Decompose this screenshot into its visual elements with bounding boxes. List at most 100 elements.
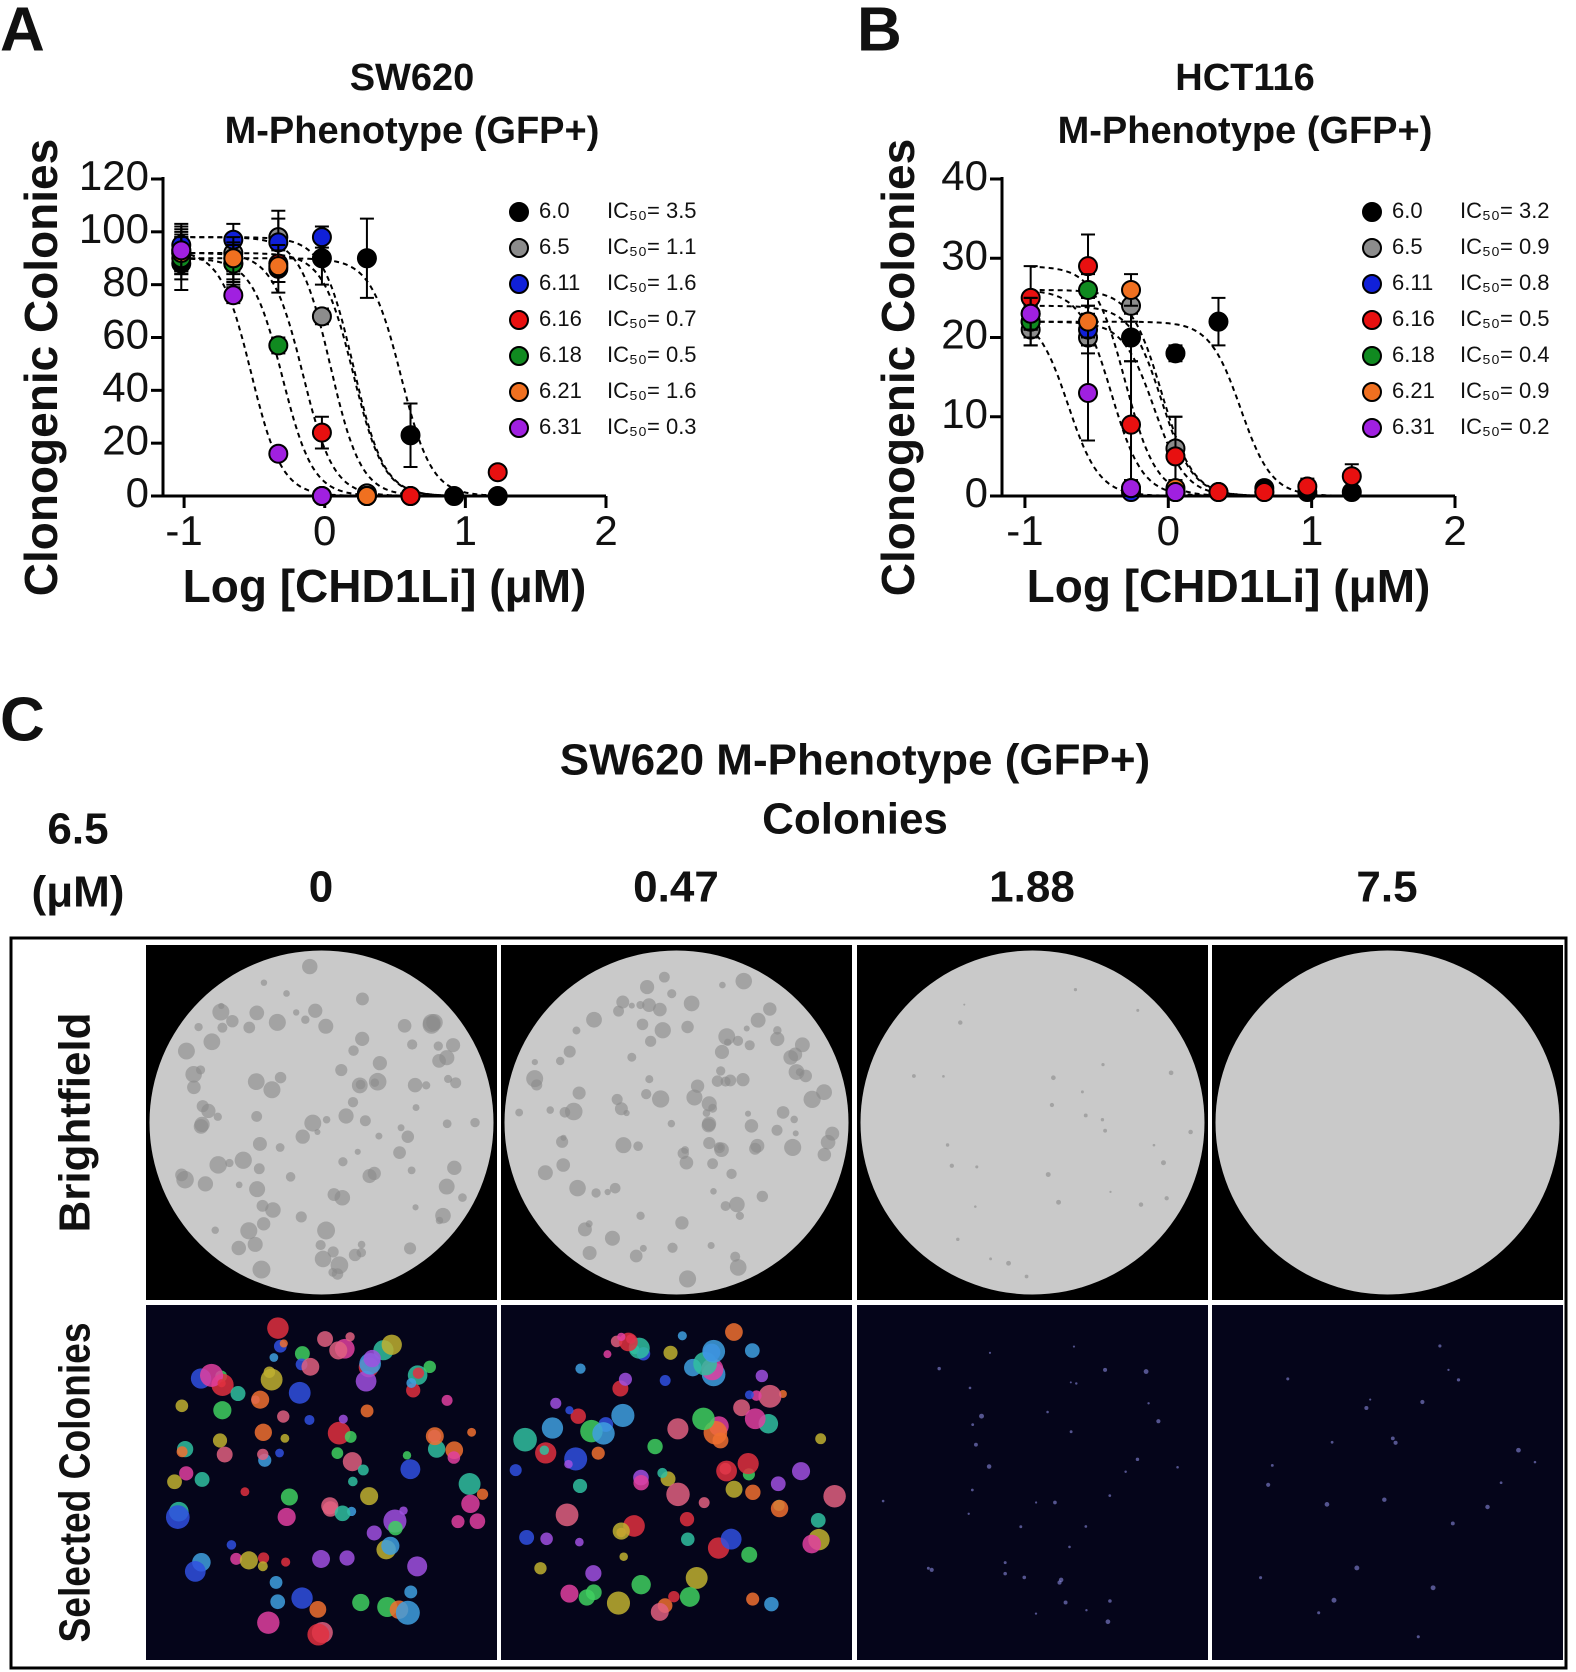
- colony: [667, 989, 677, 999]
- selected-colony: [560, 1584, 579, 1603]
- colony: [283, 990, 290, 997]
- data-point: [1341, 466, 1362, 487]
- legend-label: 6.18: [1392, 342, 1435, 367]
- y-tick-label: 0: [965, 469, 988, 516]
- colony: [407, 1166, 416, 1175]
- selected-colony: [770, 1476, 786, 1492]
- selected-colony: [937, 1366, 941, 1371]
- colony: [989, 1257, 992, 1261]
- colony: [450, 1077, 462, 1089]
- colony: [703, 1136, 716, 1150]
- selected-colony: [764, 1596, 779, 1612]
- legend-ic50: IC₅₀= 0.7: [607, 306, 697, 331]
- legend-label: 6.11: [1392, 270, 1433, 295]
- selected-colony: [1438, 1344, 1442, 1348]
- colony: [1101, 1063, 1105, 1067]
- y-tick-label: 80: [102, 258, 149, 305]
- selected-colony: [352, 1593, 370, 1612]
- selected-colony: [257, 1552, 270, 1564]
- legend-marker: [509, 382, 529, 402]
- data-point: [1078, 311, 1099, 332]
- colony: [1056, 1199, 1062, 1205]
- colony: [1049, 1102, 1055, 1108]
- colony: [679, 1270, 697, 1288]
- selected-colony: [355, 1370, 377, 1392]
- colony: [604, 1188, 611, 1196]
- selected-colony: [451, 1515, 465, 1529]
- selected-colony: [881, 1499, 885, 1503]
- selected-colony: [275, 1448, 284, 1458]
- selected-colony: [575, 1537, 584, 1547]
- colony: [613, 1005, 625, 1017]
- selected-colony: [618, 1372, 632, 1386]
- colony: [956, 1237, 960, 1242]
- data-point: [268, 256, 289, 277]
- selected-colony: [239, 1551, 258, 1570]
- well: [504, 950, 849, 1295]
- colony: [211, 1226, 219, 1234]
- legend-label: 6.5: [1392, 234, 1423, 259]
- colony: [347, 1097, 359, 1108]
- selected-colony: [307, 1623, 330, 1646]
- legend-marker: [1362, 346, 1382, 366]
- selected-colony: [1499, 1481, 1503, 1485]
- colony: [314, 1250, 332, 1268]
- selected-colony: [603, 1350, 612, 1359]
- selected-colony: [1108, 1494, 1112, 1497]
- colony: [714, 1044, 730, 1060]
- data-point: [1165, 482, 1186, 503]
- colony: [537, 1165, 553, 1181]
- selected-colony: [1135, 1457, 1140, 1462]
- selected-colony: [650, 1602, 669, 1621]
- selected-colony: [1034, 1501, 1038, 1504]
- selected-colony: [476, 1488, 489, 1500]
- colony: [633, 1141, 643, 1151]
- colony: [1024, 1274, 1029, 1279]
- colony: [404, 1242, 417, 1255]
- colony: [572, 1026, 581, 1035]
- colony: [556, 1135, 569, 1148]
- colony: [235, 1181, 243, 1189]
- colony: [1073, 987, 1078, 992]
- selected-colony: [1266, 1482, 1271, 1487]
- colony: [322, 1115, 331, 1124]
- colony: [393, 1146, 406, 1159]
- y-tick-label: 30: [941, 231, 988, 278]
- selected-colony: [986, 1464, 992, 1469]
- selected-colony: [294, 1346, 310, 1362]
- selected-colony: [619, 1552, 628, 1561]
- x-tick-label: 2: [594, 507, 617, 554]
- selected-colony: [1147, 1402, 1150, 1405]
- colony: [515, 1108, 524, 1117]
- colony: [422, 1081, 431, 1090]
- data-point: [268, 335, 289, 356]
- y-tick-label: 60: [102, 311, 149, 358]
- colony: [177, 1042, 195, 1060]
- colony: [732, 1035, 744, 1047]
- colony: [397, 1124, 405, 1132]
- colony: [817, 1147, 832, 1162]
- colony: [652, 1090, 670, 1108]
- selected-colony: [677, 1331, 687, 1341]
- data-point: [356, 248, 377, 269]
- selected-colony: [1068, 1545, 1071, 1549]
- selected-colony: [1259, 1576, 1263, 1580]
- colony: [750, 1012, 766, 1028]
- y-axis-label: Clonogenic Colonies: [872, 139, 924, 596]
- colony: [942, 1075, 945, 1078]
- legend-label: 6.18: [539, 342, 582, 367]
- selected-colony: [926, 1566, 930, 1570]
- selected-colony: [165, 1505, 190, 1529]
- selected-colony: [1176, 1465, 1179, 1469]
- selected-colony: [1003, 1571, 1007, 1576]
- colony: [265, 1202, 281, 1218]
- colony: [213, 1112, 222, 1121]
- colony: [707, 1241, 715, 1250]
- selected-colony: [1053, 1500, 1057, 1505]
- colony: [433, 1041, 443, 1051]
- selected-colony: [970, 1488, 974, 1492]
- data-point: [487, 486, 508, 506]
- selected-colony: [194, 1472, 210, 1487]
- selected-colony: [304, 1414, 315, 1425]
- colony: [401, 1130, 415, 1143]
